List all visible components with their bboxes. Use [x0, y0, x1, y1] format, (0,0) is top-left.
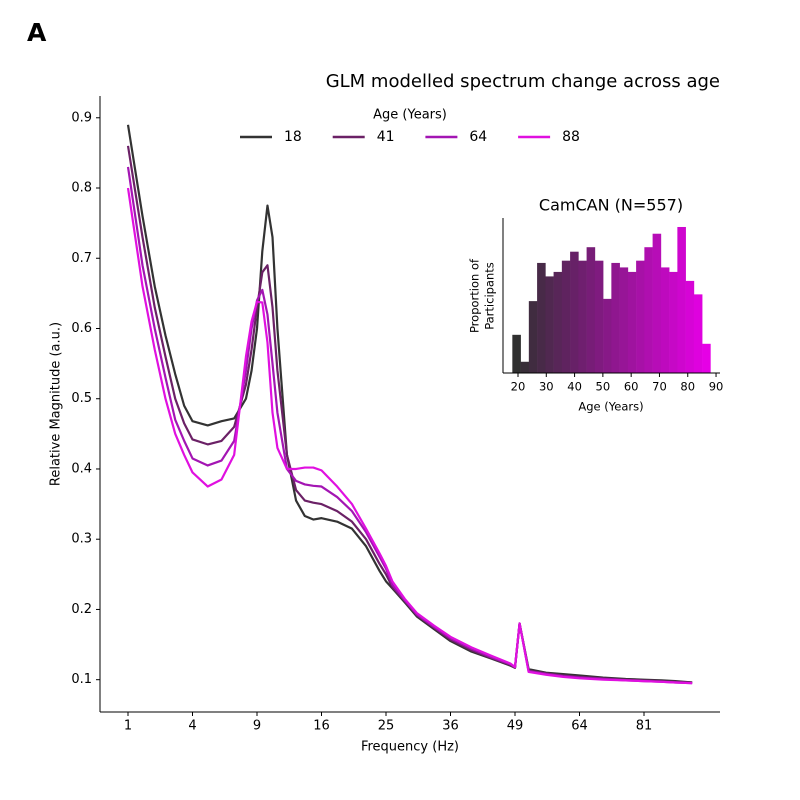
x-tick-label: 25	[378, 719, 395, 734]
x-tick-label: 50	[596, 380, 611, 394]
x-tick-label: 36	[442, 719, 459, 734]
histogram-bar	[636, 260, 645, 373]
x-tick-label: 90	[709, 380, 724, 394]
inset-x-label: Age (Years)	[578, 400, 643, 414]
x-tick-label: 30	[539, 380, 554, 394]
histogram-bar	[669, 271, 678, 373]
y-tick-label: 0.6	[71, 321, 92, 336]
histogram-bar	[685, 280, 695, 373]
y-tick-label: 0.3	[71, 532, 92, 547]
legend-label: 18	[284, 129, 302, 145]
histogram-bar	[627, 271, 637, 373]
y-tick-label: 0.2	[71, 602, 92, 617]
histogram-bar	[553, 271, 563, 373]
x-tick-label: 16	[313, 719, 330, 734]
x-tick-label: 1	[124, 719, 132, 734]
x-tick-label: 9	[253, 719, 261, 734]
histogram-bar	[512, 334, 521, 373]
histogram-bar	[644, 247, 653, 373]
histogram-bar	[545, 276, 554, 373]
legend-title: Age (Years)	[373, 108, 447, 123]
x-tick-label: 20	[511, 380, 526, 394]
legend-label: 88	[562, 129, 580, 145]
histogram-bar	[677, 226, 686, 373]
inset-y-label: Participants	[483, 262, 497, 330]
histogram-bar	[619, 267, 629, 373]
x-tick-label: 80	[680, 380, 695, 394]
y-tick-label: 0.5	[71, 391, 92, 406]
x-axis-label: Frequency (Hz)	[361, 740, 459, 755]
histogram-bar	[528, 301, 538, 373]
x-tick-label: 40	[567, 380, 582, 394]
histogram-bar	[586, 247, 596, 373]
x-tick-label: 60	[624, 380, 639, 394]
histogram-bar	[578, 260, 587, 373]
x-tick-label: 49	[507, 719, 524, 734]
histogram-bar	[611, 262, 620, 373]
y-axis-label: Relative Magnitude (a.u.)	[49, 322, 64, 486]
histogram-bar	[603, 298, 612, 373]
x-tick-label: 81	[636, 719, 653, 734]
y-tick-label: 0.8	[71, 181, 92, 196]
y-tick-label: 0.4	[71, 461, 92, 476]
inset-y-label: Proportion of	[468, 258, 482, 333]
series-line	[126, 187, 693, 685]
panel-label: A	[27, 18, 47, 47]
histogram-bar	[520, 361, 530, 373]
y-tick-label: 0.1	[71, 672, 92, 687]
legend-label: 64	[469, 129, 487, 145]
y-tick-label: 0.7	[71, 251, 92, 266]
legend-label: 41	[377, 129, 395, 145]
y-tick-label: 0.9	[71, 110, 92, 125]
histogram-bar	[660, 267, 670, 373]
x-tick-label: 4	[188, 719, 196, 734]
histogram-bar	[537, 262, 546, 373]
histogram-bar	[652, 233, 662, 373]
x-tick-label: 64	[571, 719, 588, 734]
inset-title: CamCAN (N=557)	[539, 196, 683, 215]
histogram-bar	[594, 260, 604, 373]
chart-title: GLM modelled spectrum change across age	[326, 71, 720, 92]
histogram-bar	[561, 260, 571, 373]
histogram-bar	[702, 343, 711, 373]
histogram-bar	[570, 251, 579, 373]
histogram-bar	[693, 294, 703, 373]
x-tick-label: 70	[652, 380, 667, 394]
